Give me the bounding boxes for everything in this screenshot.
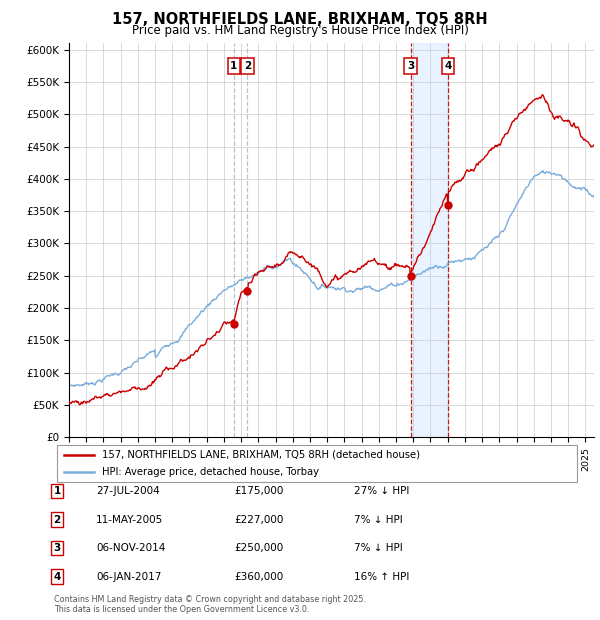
Bar bbox=[410, 43, 448, 437]
Text: £360,000: £360,000 bbox=[234, 572, 283, 582]
Text: Price paid vs. HM Land Registry's House Price Index (HPI): Price paid vs. HM Land Registry's House … bbox=[131, 24, 469, 37]
Text: £175,000: £175,000 bbox=[234, 486, 283, 496]
Text: 3: 3 bbox=[53, 543, 61, 553]
Text: 2: 2 bbox=[53, 515, 61, 525]
Text: 06-JAN-2017: 06-JAN-2017 bbox=[96, 572, 161, 582]
Text: £227,000: £227,000 bbox=[234, 515, 283, 525]
Text: Contains HM Land Registry data © Crown copyright and database right 2025.: Contains HM Land Registry data © Crown c… bbox=[54, 595, 366, 604]
Text: 1: 1 bbox=[53, 486, 61, 496]
Text: 1: 1 bbox=[230, 61, 238, 71]
Text: 27-JUL-2004: 27-JUL-2004 bbox=[96, 486, 160, 496]
Text: 7% ↓ HPI: 7% ↓ HPI bbox=[354, 543, 403, 553]
Text: 16% ↑ HPI: 16% ↑ HPI bbox=[354, 572, 409, 582]
Text: This data is licensed under the Open Government Licence v3.0.: This data is licensed under the Open Gov… bbox=[54, 604, 310, 614]
Text: 3: 3 bbox=[407, 61, 415, 71]
Text: £250,000: £250,000 bbox=[234, 543, 283, 553]
Text: 27% ↓ HPI: 27% ↓ HPI bbox=[354, 486, 409, 496]
Text: 7% ↓ HPI: 7% ↓ HPI bbox=[354, 515, 403, 525]
Text: 157, NORTHFIELDS LANE, BRIXHAM, TQ5 8RH: 157, NORTHFIELDS LANE, BRIXHAM, TQ5 8RH bbox=[112, 12, 488, 27]
Text: 157, NORTHFIELDS LANE, BRIXHAM, TQ5 8RH (detached house): 157, NORTHFIELDS LANE, BRIXHAM, TQ5 8RH … bbox=[101, 450, 419, 459]
FancyBboxPatch shape bbox=[56, 445, 577, 482]
Text: 06-NOV-2014: 06-NOV-2014 bbox=[96, 543, 166, 553]
Text: 2: 2 bbox=[244, 61, 251, 71]
Text: HPI: Average price, detached house, Torbay: HPI: Average price, detached house, Torb… bbox=[101, 467, 319, 477]
Text: 4: 4 bbox=[444, 61, 452, 71]
Text: 11-MAY-2005: 11-MAY-2005 bbox=[96, 515, 163, 525]
Text: 4: 4 bbox=[53, 572, 61, 582]
